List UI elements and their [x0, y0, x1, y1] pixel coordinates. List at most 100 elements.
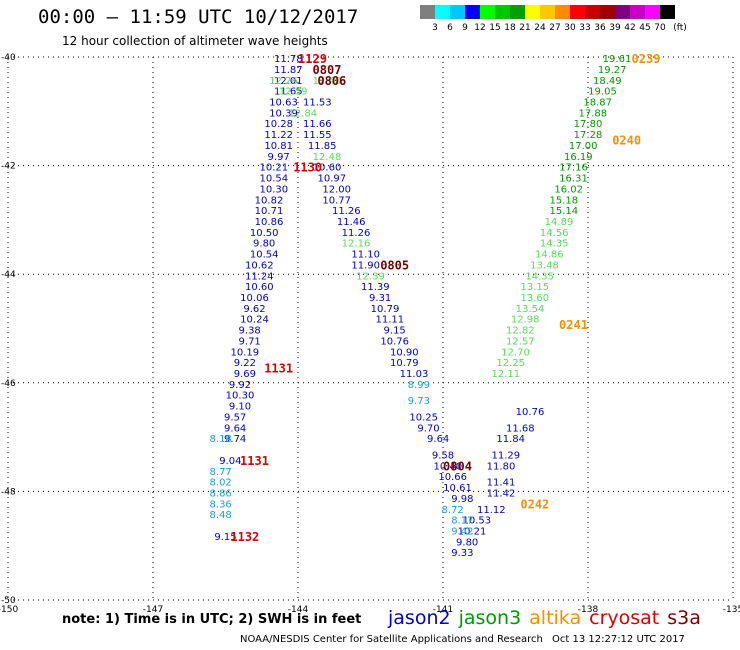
- wave-height-label: 8.17: [451, 516, 473, 527]
- wave-height-label: 9.69: [234, 369, 256, 380]
- wave-height-label: 12.82: [506, 326, 535, 337]
- wave-height-label: 8.18: [210, 434, 232, 445]
- page-title: 00:00 — 11:59 UTC 10/12/2017: [38, 6, 359, 28]
- wave-height-label: 10.30: [260, 184, 289, 195]
- wave-height-label: 15.14: [550, 206, 579, 217]
- wave-height-label: 9.64: [427, 434, 449, 445]
- wave-height-label: 11.85: [308, 141, 337, 152]
- x-tick-label: -150: [0, 605, 18, 615]
- wave-height-label: 14.89: [545, 217, 574, 228]
- wave-height-label: 14.35: [540, 239, 569, 250]
- wave-height-label: 10.53: [463, 516, 492, 527]
- wave-height-label: 9.33: [451, 548, 473, 559]
- colorbar-swatch: [495, 5, 510, 19]
- wave-height-label: 12.26: [269, 76, 298, 87]
- y-tick-label: -40: [1, 53, 16, 63]
- wave-height-label: 9.92: [229, 380, 251, 391]
- wave-height-label: 9.70: [417, 423, 439, 434]
- wave-height-label: 11.11: [376, 315, 405, 326]
- wave-height-label: 10.21: [458, 526, 487, 537]
- wave-height-label: 10.79: [390, 358, 419, 369]
- wave-height-label: 17.00: [569, 141, 598, 152]
- wave-height-label: 13.48: [530, 260, 559, 271]
- wave-height-label: 10.25: [409, 412, 438, 423]
- wave-height-label: 10.30: [226, 391, 255, 402]
- wave-height-label: 10.86: [255, 217, 284, 228]
- wave-height-label: 10.62: [245, 260, 274, 271]
- colorbar-swatch: [510, 5, 525, 19]
- pass-time-label: 0804: [443, 459, 472, 473]
- satellite-jason3: jason3: [458, 607, 522, 629]
- wave-height-label: 10.76: [380, 336, 409, 347]
- wave-height-label: 11.65: [274, 87, 303, 98]
- wave-height-label: 18.49: [593, 76, 622, 87]
- wave-height-label: 11.68: [506, 423, 535, 434]
- wave-height-label: 17.88: [579, 108, 608, 119]
- wave-height-label: 17.28: [574, 130, 603, 141]
- wave-height-label: 10.71: [255, 206, 284, 217]
- wave-height-label: 10.60: [313, 163, 342, 174]
- pass-time-label: 1129: [298, 52, 327, 66]
- wave-height-label: 8.99: [408, 380, 430, 391]
- credit-line: NOAA/NESDIS Center for Satellite Applica…: [240, 634, 543, 645]
- wave-height-label: 11.66: [303, 119, 332, 130]
- colorbar-swatch: [480, 5, 495, 19]
- colorbar-swatch: [420, 5, 435, 19]
- wave-height-label: 13.60: [521, 293, 550, 304]
- colorbar-swatch: [660, 5, 675, 19]
- wave-height-label: 10.63: [269, 98, 298, 109]
- x-tick-label: -144: [288, 605, 309, 615]
- y-tick-label: -44: [1, 270, 16, 280]
- wave-height-label: 10.76: [516, 407, 545, 418]
- x-tick-label: -135: [723, 605, 740, 615]
- wave-height-label: 11.84: [496, 434, 525, 445]
- y-tick-label: -50: [1, 596, 16, 606]
- wave-height-label: 10.82: [255, 195, 284, 206]
- wave-height-label: 12.98: [511, 315, 540, 326]
- colorbar-label: 18: [504, 23, 516, 33]
- page-subtitle: 12 hour collection of altimeter wave hei…: [62, 34, 328, 48]
- wave-height-label: 14.86: [535, 250, 564, 261]
- wave-height-label: 11.24: [245, 271, 274, 282]
- wave-height-label: 10.24: [240, 315, 269, 326]
- colorbar-label: 36: [594, 23, 606, 33]
- wave-height-label: 12.40: [313, 76, 342, 87]
- wave-height-label: 11.53: [303, 98, 332, 109]
- wave-height-label: 11.46: [337, 217, 366, 228]
- wave-height-label: 8.86: [210, 488, 232, 499]
- colorbar-label: 24: [534, 23, 546, 33]
- wave-height-label: 10.54: [250, 250, 279, 261]
- colorbar-label: 27: [549, 23, 561, 33]
- wave-height-label: 17.16: [559, 163, 588, 174]
- wave-height-label: 10.54: [260, 174, 289, 185]
- colorbar-swatch: [465, 5, 480, 19]
- wave-height-label: 13.54: [516, 304, 545, 315]
- colorbar-label: 42: [624, 23, 636, 33]
- wave-height-label: 16.19: [564, 152, 593, 163]
- wave-height-label: 14.56: [540, 228, 569, 239]
- pass-time-label: 0805: [380, 258, 409, 272]
- colorbar-label: 70: [654, 23, 666, 33]
- colorbar-swatch: [450, 5, 465, 19]
- colorbar-label: 3: [432, 23, 438, 33]
- wave-height-label: 11.10: [351, 250, 380, 261]
- wave-height-label: 12.00: [322, 184, 351, 195]
- wave-height-label: 11.90: [351, 260, 380, 271]
- satellite-cryosat: cryosat: [589, 607, 660, 629]
- wave-height-label: 9.74: [224, 434, 246, 445]
- colorbar-label: 45: [639, 23, 651, 33]
- wave-height-label: 10.97: [318, 174, 347, 185]
- colorbar-swatch: [585, 5, 600, 19]
- pass-time-label: 0806: [317, 74, 346, 88]
- wave-height-label: 9.15: [214, 532, 236, 543]
- colorbar-swatch: [570, 5, 585, 19]
- wave-height-label: 11.12: [477, 505, 506, 516]
- wave-height-label: 11.22: [264, 130, 293, 141]
- wave-height-label: 8.72: [442, 505, 464, 516]
- y-tick-label: -42: [1, 162, 16, 172]
- wave-height-label: 12.16: [342, 239, 371, 250]
- wave-height-label: 9.42: [451, 526, 473, 537]
- pass-time-label: 1130: [293, 161, 322, 175]
- wave-height-label: 19.27: [598, 65, 627, 76]
